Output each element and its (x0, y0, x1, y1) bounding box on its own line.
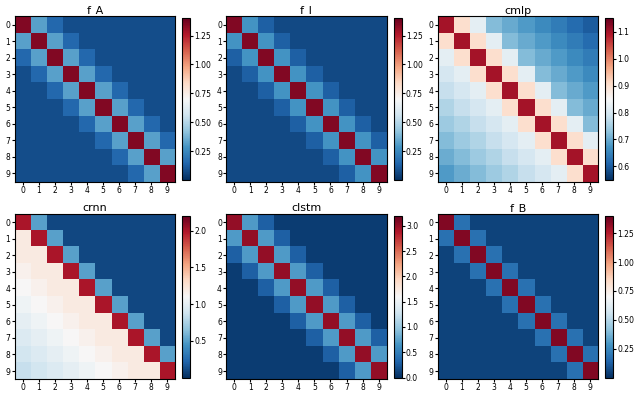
Title: clstm: clstm (291, 203, 321, 213)
Title: f_B: f_B (509, 203, 527, 214)
Title: cmlp: cmlp (504, 6, 531, 16)
Title: f_I: f_I (300, 6, 313, 16)
Title: f_A: f_A (86, 6, 104, 16)
Title: crnn: crnn (83, 203, 108, 213)
